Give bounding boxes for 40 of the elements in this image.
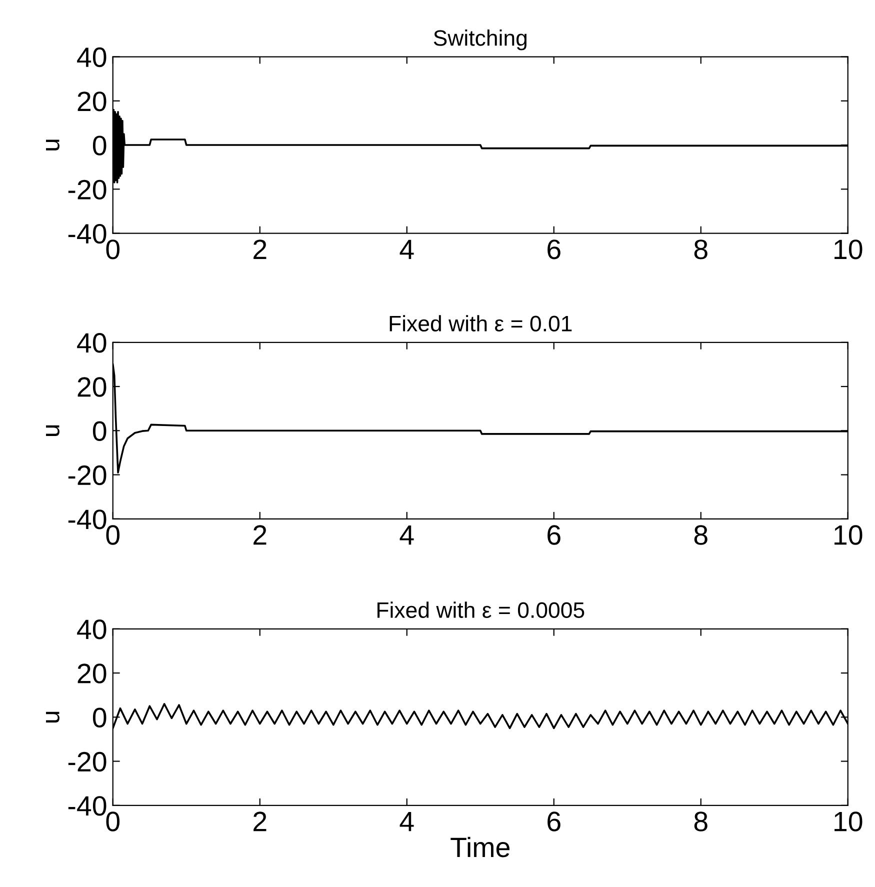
- y-axis-title: u: [46, 425, 60, 436]
- y-tick-label: 0: [92, 136, 106, 156]
- x-axis-title: Time: [450, 836, 510, 858]
- x-tick-label: 4: [400, 240, 414, 259]
- x-tick-label: 10: [834, 812, 862, 832]
- x-tick-label: 0: [106, 525, 120, 545]
- y-tick-label: -20: [68, 752, 106, 772]
- y-tick-label: 40: [77, 620, 106, 640]
- y-tick-label: 0: [92, 421, 106, 441]
- y-tick-label: 40: [77, 47, 106, 68]
- y-tick-label: 0: [92, 708, 106, 728]
- y-tick-label: -40: [68, 224, 106, 244]
- chart-title: Fixed with ε = 0.0005: [378, 602, 584, 618]
- y-tick-label: 20: [78, 664, 106, 684]
- y-tick-label: 40: [77, 333, 106, 353]
- y-tick-label: -20: [68, 465, 106, 486]
- x-tick-label: 2: [254, 812, 266, 832]
- chart-title: Switching: [434, 30, 526, 50]
- x-tick-label: 0: [106, 812, 120, 832]
- x-tick-label: 8: [694, 525, 708, 545]
- y-tick-label: -40: [68, 510, 106, 530]
- y-axis-title: u: [46, 712, 60, 722]
- chart-title: Fixed with ε = 0.01: [390, 315, 572, 332]
- x-tick-label: 0: [106, 240, 120, 260]
- x-tick-label: 6: [548, 812, 560, 832]
- y-tick-label: 20: [78, 377, 106, 397]
- x-tick-label: 10: [834, 525, 862, 545]
- y-tick-label: -20: [68, 180, 106, 200]
- x-tick-label: 4: [400, 525, 414, 545]
- x-tick-label: 6: [548, 525, 560, 545]
- y-axis-title: u: [46, 140, 60, 150]
- x-tick-label: 8: [694, 812, 708, 832]
- x-tick-label: 8: [694, 240, 708, 260]
- x-tick-label: 6: [548, 240, 560, 260]
- x-tick-label: 2: [254, 240, 266, 259]
- x-tick-label: 4: [400, 812, 414, 832]
- y-tick-label: 20: [78, 92, 106, 112]
- x-tick-label: 10: [834, 240, 862, 260]
- y-tick-label: -40: [68, 796, 106, 816]
- x-tick-label: 2: [254, 525, 266, 545]
